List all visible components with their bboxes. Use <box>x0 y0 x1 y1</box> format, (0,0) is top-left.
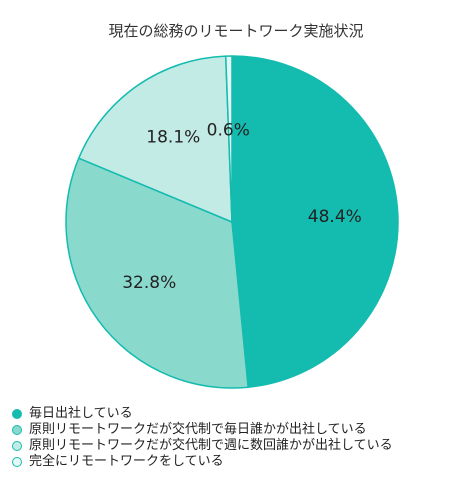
legend-swatch-2 <box>12 441 22 451</box>
pie-chart: 48.4% 32.8% 18.1% 0.6% <box>65 55 399 389</box>
legend-item-2[interactable]: 原則リモートワークだが交代制で週に数回誰かが出社している <box>12 438 393 454</box>
legend-item-0[interactable]: 毎日出社している <box>12 406 393 422</box>
chart-title: 現在の総務のリモートワーク実施状況 <box>108 22 364 40</box>
slice-label-1: 32.8% <box>122 273 176 293</box>
legend-swatch-1 <box>12 425 22 435</box>
pie-slice-0[interactable] <box>231 55 399 388</box>
legend-item-3[interactable]: 完全にリモートワークをしている <box>12 454 393 470</box>
legend-label-0: 毎日出社している <box>29 406 133 421</box>
legend-label-3: 完全にリモートワークをしている <box>29 454 224 469</box>
legend-swatch-0 <box>12 409 22 419</box>
legend-item-1[interactable]: 原則リモートワークだが交代制で毎日誰かが出社している <box>12 422 393 438</box>
pie-slice-1[interactable] <box>65 157 249 389</box>
slice-label-2: 18.1% <box>146 127 200 147</box>
legend-label-2: 原則リモートワークだが交代制で週に数回誰かが出社している <box>29 438 393 453</box>
legend-label-1: 原則リモートワークだが交代制で毎日誰かが出社している <box>29 422 367 437</box>
slice-label-3: 0.6% <box>207 121 250 141</box>
pie-slice-2[interactable] <box>78 55 233 223</box>
pie-slice-3[interactable] <box>224 55 233 223</box>
slice-label-0: 48.4% <box>308 207 362 227</box>
legend: 毎日出社している 原則リモートワークだが交代制で毎日誰かが出社している 原則リモ… <box>12 406 393 470</box>
legend-swatch-3 <box>12 457 22 467</box>
